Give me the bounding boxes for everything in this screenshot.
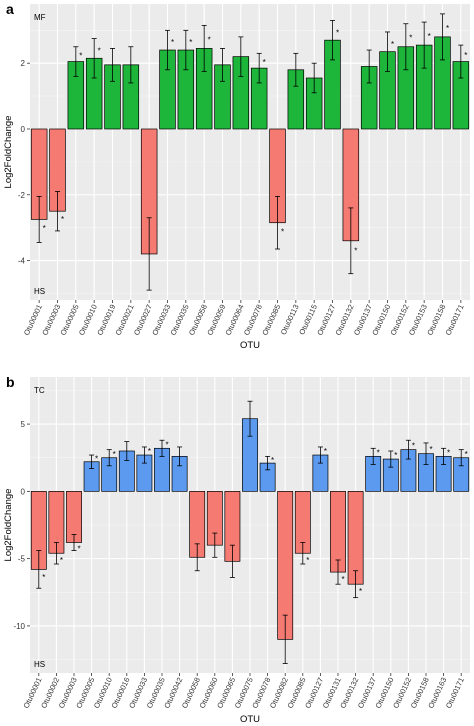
plot-background	[30, 4, 470, 300]
significance-star: *	[306, 556, 309, 565]
significance-star: *	[208, 35, 211, 44]
y-axis-title: Log2FoldChange	[3, 116, 14, 189]
significance-star: *	[79, 51, 82, 60]
significance-star: *	[429, 445, 432, 454]
significance-star: *	[42, 573, 45, 582]
significance-star: *	[341, 575, 344, 584]
y-tick-label: -10	[13, 622, 25, 631]
significance-star: *	[464, 51, 467, 60]
significance-star: *	[77, 545, 80, 554]
y-tick-label: 0	[21, 487, 26, 496]
significance-star: *	[447, 449, 450, 458]
panel-letter: a	[6, 1, 14, 17]
significance-star: *	[171, 38, 174, 47]
significance-star: *	[446, 24, 449, 33]
significance-star: *	[95, 454, 98, 463]
significance-star: *	[61, 215, 64, 224]
significance-star: *	[98, 46, 101, 55]
y-tick-label: -2	[18, 191, 26, 200]
group-label-top: MF	[34, 13, 46, 22]
panel-b: b-10-505TCHS*Otu00001*Otu00002*Otu00003*…	[3, 374, 470, 725]
significance-star: *	[43, 224, 46, 233]
panel-a: a-4-202MFHS*Otu00001*Otu00003*Otu00005*O…	[3, 1, 470, 351]
significance-star: *	[412, 441, 415, 450]
x-tick-label: Otu00171	[444, 303, 466, 337]
group-label-bottom: HS	[34, 660, 45, 669]
y-tick-label: -5	[18, 555, 26, 564]
group-label-top: TC	[34, 386, 45, 395]
y-tick-label: 5	[21, 420, 26, 429]
x-axis-title: OTU	[240, 340, 260, 351]
y-tick-label: 2	[21, 59, 26, 68]
significance-star: *	[281, 228, 284, 237]
significance-star: *	[359, 587, 362, 596]
significance-star: *	[409, 34, 412, 43]
significance-star: *	[263, 58, 266, 67]
significance-star: *	[354, 247, 357, 256]
significance-star: *	[428, 32, 431, 41]
y-tick-label: -4	[18, 257, 26, 266]
significance-star: *	[60, 556, 63, 565]
significance-star: *	[394, 451, 397, 460]
significance-star: *	[189, 38, 192, 47]
y-axis-title: Log2FoldChange	[3, 489, 14, 562]
x-axis-title: OTU	[240, 714, 260, 725]
panel-letter: b	[6, 374, 15, 390]
significance-star: *	[113, 450, 116, 459]
significance-star: *	[377, 449, 380, 458]
significance-star: *	[148, 447, 151, 456]
y-tick-label: 0	[21, 125, 26, 134]
bar-Otu00132	[347, 491, 364, 585]
significance-star: *	[324, 447, 327, 456]
significance-star: *	[391, 40, 394, 49]
significance-star: *	[271, 456, 274, 465]
group-label-bottom: HS	[34, 287, 45, 296]
significance-star: *	[336, 28, 339, 37]
significance-star: *	[165, 440, 168, 449]
significance-star: *	[465, 450, 468, 459]
